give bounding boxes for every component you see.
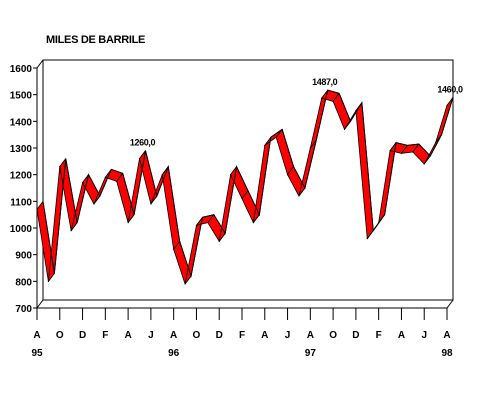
floor-right-edge xyxy=(446,299,454,309)
data-point xyxy=(47,280,49,282)
x-tick-label: A xyxy=(124,330,131,341)
data-point xyxy=(298,195,300,197)
data-point xyxy=(195,224,198,226)
data-point xyxy=(343,128,346,130)
data-point xyxy=(435,142,437,144)
data-point xyxy=(161,174,163,176)
y-tick-label: 1400 xyxy=(10,117,33,128)
data-point xyxy=(446,104,448,106)
data-point xyxy=(252,222,254,224)
data-point xyxy=(286,174,289,176)
x-tick-label: F xyxy=(102,330,108,341)
series-segment xyxy=(275,128,294,176)
x-tick-label: F xyxy=(376,330,382,341)
x-year-label: 96 xyxy=(168,348,180,359)
data-point xyxy=(93,203,95,205)
series-segment xyxy=(435,96,454,144)
x-tick-label: A xyxy=(307,330,314,341)
data-point xyxy=(116,180,118,182)
x-tick-label: J xyxy=(285,330,291,341)
data-point xyxy=(150,203,152,205)
data-point xyxy=(70,230,72,232)
x-tick-label: A xyxy=(261,330,268,341)
data-point xyxy=(378,222,380,224)
y-tick-label: 1500 xyxy=(10,91,33,102)
series-segment xyxy=(378,142,397,224)
x-year-label: 95 xyxy=(31,348,43,359)
data-point xyxy=(389,150,391,152)
data-point xyxy=(321,97,323,99)
data-point xyxy=(366,238,368,240)
series-segment xyxy=(355,102,374,240)
x-tick-label: D xyxy=(216,330,223,341)
y-tick-label: 1100 xyxy=(10,197,32,208)
series-segment xyxy=(298,139,317,197)
data-point xyxy=(218,240,220,242)
x-tick-label: A xyxy=(170,330,177,341)
x-tick-label: A xyxy=(398,330,405,341)
data-point xyxy=(138,158,141,160)
series-line xyxy=(42,89,454,278)
x-tick-label: O xyxy=(56,330,64,341)
y-tick-label: 1600 xyxy=(10,64,33,75)
data-label: 1460,0 xyxy=(437,84,463,94)
x-tick-label: O xyxy=(329,330,337,341)
data-point xyxy=(275,136,277,138)
y-axis: 700 800 900 1000 1100 1200 1300 1400 1500 1600 xyxy=(10,64,37,315)
y-tick-label: 900 xyxy=(15,251,32,262)
data-point xyxy=(412,151,414,153)
data-point xyxy=(230,174,232,176)
x-tick-label: A xyxy=(443,330,450,341)
x-year-label: 97 xyxy=(305,348,317,359)
floor-left-edge xyxy=(36,299,44,309)
y-tick-label: 1300 xyxy=(10,144,33,155)
data-point xyxy=(104,176,106,178)
data-point xyxy=(36,208,38,210)
y-tick-label: 800 xyxy=(15,277,32,288)
y-tick-label: 1200 xyxy=(10,171,33,182)
back-wall xyxy=(36,59,454,301)
y-tick-label: 1000 xyxy=(10,224,33,235)
data-point xyxy=(309,147,311,149)
data-point xyxy=(264,144,266,146)
chart-title: MILES DE BARRILE xyxy=(46,34,145,46)
series-segment xyxy=(161,166,181,250)
data-point xyxy=(400,152,403,154)
x-tick-label: J xyxy=(148,330,154,341)
x-axis: A O D F A J A O D F A J A O D F A J A 95 96 97 98 xyxy=(31,308,453,359)
data-point xyxy=(207,222,209,224)
data-point xyxy=(355,110,357,112)
series-segment xyxy=(184,216,203,285)
data-label: 1260,0 xyxy=(130,138,156,148)
data-point xyxy=(173,248,175,250)
data-point xyxy=(59,166,61,168)
data-point xyxy=(423,163,425,165)
data-point xyxy=(81,182,84,184)
x-tick-label: A xyxy=(33,330,40,341)
series-group xyxy=(36,89,454,285)
y-tick-label: 700 xyxy=(15,304,32,315)
data-point xyxy=(332,100,334,102)
annotations: 1260,0 1487,0 1460,0 xyxy=(130,77,463,148)
data-point xyxy=(184,283,186,285)
data-label: 1487,0 xyxy=(312,77,338,87)
x-tick-label: J xyxy=(421,330,427,341)
x-tick-label: F xyxy=(239,330,245,341)
series-segment xyxy=(252,136,272,224)
data-point xyxy=(127,222,129,224)
x-tick-label: D xyxy=(79,330,86,341)
x-tick-label: D xyxy=(352,330,359,341)
x-tick-label: O xyxy=(193,330,201,341)
data-point xyxy=(241,198,243,200)
x-year-label: 98 xyxy=(441,348,453,359)
